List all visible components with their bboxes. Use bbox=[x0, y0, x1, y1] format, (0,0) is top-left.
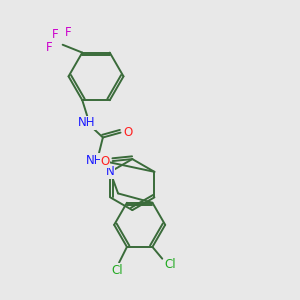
Text: F: F bbox=[65, 26, 72, 40]
Text: NH: NH bbox=[86, 154, 104, 166]
Text: NH: NH bbox=[77, 116, 95, 129]
Text: N: N bbox=[106, 165, 115, 178]
Text: F: F bbox=[52, 28, 58, 41]
Text: O: O bbox=[124, 126, 133, 139]
Text: Cl: Cl bbox=[164, 258, 176, 271]
Text: F: F bbox=[46, 41, 52, 54]
Text: Cl: Cl bbox=[111, 264, 123, 277]
Text: O: O bbox=[100, 154, 110, 167]
